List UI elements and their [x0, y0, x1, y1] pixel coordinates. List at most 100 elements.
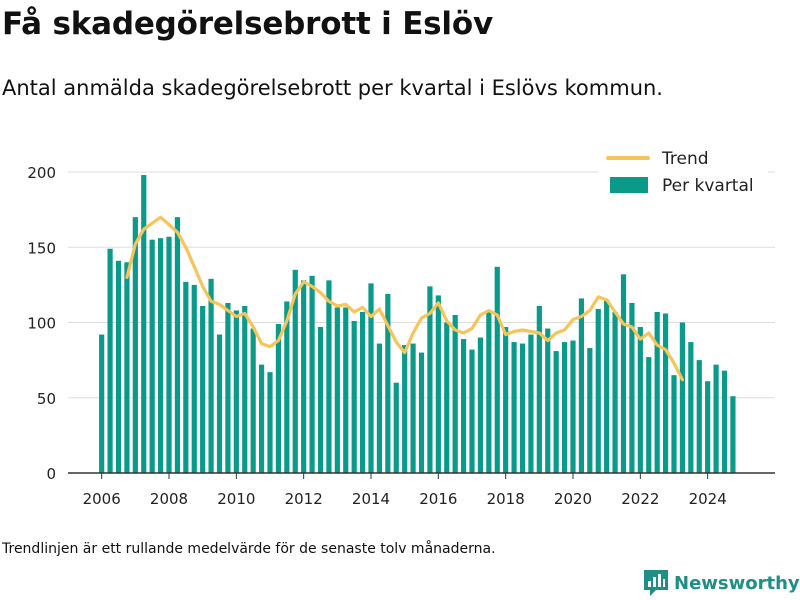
bar: [309, 275, 315, 473]
bar: [494, 266, 500, 473]
bar: [343, 307, 349, 473]
brand-name: Newsworthy: [674, 572, 800, 594]
x-tick-label: 2016: [419, 490, 457, 508]
bar: [646, 357, 652, 473]
bar: [200, 305, 206, 473]
bar: [242, 305, 248, 473]
bar: [587, 348, 593, 473]
bar: [359, 311, 366, 473]
bar: [452, 314, 458, 473]
bar: [107, 248, 113, 473]
y-tick-label: 150: [27, 239, 56, 257]
bar: [191, 284, 197, 473]
bar: [317, 327, 324, 473]
bar: [637, 327, 643, 473]
x-tick-label: 2018: [487, 490, 525, 508]
bar: [679, 322, 686, 473]
y-tick-label: 200: [27, 164, 56, 182]
bar: [511, 342, 517, 473]
bar: [250, 328, 256, 473]
legend: Trend Per kvartal: [598, 146, 768, 202]
y-tick-label: 0: [46, 465, 56, 483]
bar: [124, 262, 130, 473]
bar: [721, 370, 728, 473]
bar: [671, 375, 677, 473]
x-tick-label: 2008: [150, 490, 188, 508]
bar: [393, 382, 399, 473]
x-tick-label: 2014: [352, 490, 390, 508]
x-tick-label: 2012: [285, 490, 323, 508]
x-tick-label: 2024: [689, 490, 727, 508]
bar: [258, 364, 265, 473]
bar: [570, 340, 576, 473]
bar: [654, 311, 660, 473]
bars: [99, 175, 736, 473]
bar: [688, 342, 694, 473]
bar: [595, 308, 601, 473]
y-tick-label: 50: [37, 390, 56, 408]
bar: [225, 302, 231, 473]
bar: [503, 327, 509, 473]
bar: [115, 260, 122, 473]
bar: [612, 311, 618, 473]
bar: [351, 320, 357, 473]
bar: [696, 360, 702, 473]
bar: [620, 274, 627, 473]
bar: [730, 396, 736, 473]
bar: [141, 175, 147, 473]
bar: [267, 372, 273, 473]
bar: [157, 238, 164, 473]
bar: [435, 295, 441, 473]
bar: [183, 281, 189, 473]
trend-line: [125, 215, 685, 382]
newsworthy-logo-icon: [644, 570, 668, 596]
bar: [334, 307, 340, 473]
bar: [469, 349, 475, 473]
bar: [174, 217, 181, 473]
legend-bars-swatch: [610, 177, 648, 193]
bar: [368, 283, 374, 473]
footnote: Trendlinjen är ett rullande medelvärde f…: [2, 541, 496, 557]
bar: [536, 305, 542, 473]
bar: [427, 286, 433, 473]
bar: [519, 343, 526, 473]
bar: [233, 310, 239, 473]
bar: [208, 278, 214, 473]
chart-title: Få skadegörelsebrott i Eslöv: [2, 6, 493, 42]
bar: [275, 324, 282, 473]
bar: [444, 322, 450, 473]
bar: [604, 299, 610, 473]
y-tick-label: 100: [27, 315, 56, 333]
x-tick-label: 2020: [554, 490, 592, 508]
bar: [477, 337, 484, 473]
bar: [486, 311, 492, 473]
bar: [561, 342, 568, 473]
legend-bars-label: Per kvartal: [662, 176, 754, 196]
x-tick-label: 2006: [83, 490, 121, 508]
bar: [301, 280, 307, 473]
bar: [99, 334, 105, 473]
bar: [402, 345, 408, 473]
legend-trend-label: Trend: [661, 149, 709, 169]
bar: [528, 334, 534, 473]
bar: [629, 302, 635, 473]
bar: [662, 313, 669, 473]
trend-series-line: [125, 215, 685, 382]
bar: [385, 293, 391, 473]
x-tick-label: 2022: [621, 490, 659, 508]
bar: [326, 280, 332, 473]
bar: [292, 269, 298, 473]
bar: [460, 339, 467, 473]
bar: [132, 217, 138, 473]
chart-subtitle: Antal anmälda skadegörelsebrott per kvar…: [2, 76, 663, 100]
bar: [705, 381, 711, 473]
bar: [376, 343, 383, 473]
bar: [713, 364, 719, 473]
bar: [284, 301, 290, 473]
bar: [216, 334, 223, 473]
x-tick-label: 2010: [217, 490, 255, 508]
axes: 0 50 100 150 200 2006 2008 2010 2012 2014 2016 2018…: [27, 164, 775, 508]
bar: [578, 298, 585, 473]
bar: [410, 343, 416, 473]
bar: [166, 236, 172, 473]
